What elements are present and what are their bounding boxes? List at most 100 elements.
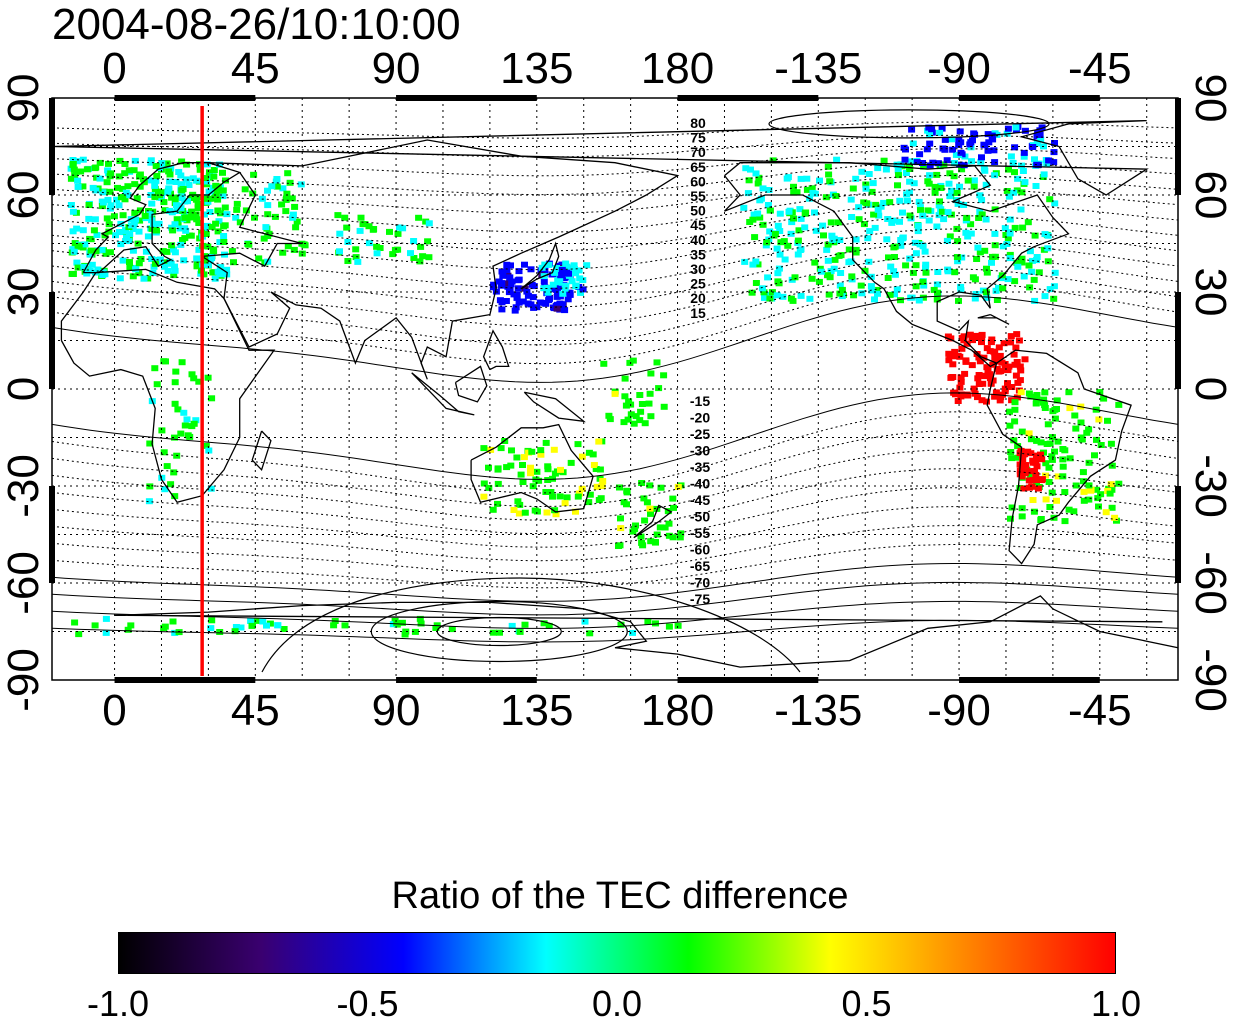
tec-cell bbox=[411, 628, 419, 635]
tec-cell bbox=[957, 374, 965, 381]
tec-cell bbox=[537, 451, 545, 458]
tec-cell bbox=[516, 501, 524, 508]
tec-cell bbox=[117, 194, 125, 201]
tec-cell bbox=[907, 158, 915, 165]
contour-label: -45 bbox=[690, 492, 710, 508]
tec-cell bbox=[1010, 437, 1018, 444]
tec-cell bbox=[764, 202, 772, 208]
tec-cell bbox=[867, 273, 875, 280]
tec-cell bbox=[92, 187, 100, 194]
tec-cell bbox=[527, 464, 534, 471]
tec-cell bbox=[912, 250, 920, 257]
tec-cell bbox=[944, 209, 952, 216]
tec-cell bbox=[1016, 471, 1024, 478]
coastline bbox=[470, 423, 594, 513]
contour-label: 35 bbox=[690, 246, 706, 262]
tec-cell bbox=[177, 205, 185, 212]
tec-cell bbox=[278, 201, 286, 208]
tec-cell bbox=[144, 233, 152, 240]
tec-cell bbox=[1037, 136, 1045, 143]
tec-cell bbox=[549, 493, 556, 500]
tec-cell bbox=[122, 228, 129, 235]
tec-cell bbox=[1005, 363, 1013, 370]
tec-cell bbox=[1080, 488, 1088, 495]
tec-cell bbox=[909, 269, 917, 276]
tec-cell bbox=[797, 175, 805, 182]
tec-cell bbox=[175, 169, 183, 175]
tec-cell bbox=[301, 242, 309, 249]
tec-cell bbox=[906, 212, 914, 219]
tec-cell bbox=[92, 164, 100, 171]
tec-cell bbox=[1013, 394, 1021, 401]
tec-cell bbox=[194, 200, 202, 207]
y-tick-label-right: -30 bbox=[1186, 454, 1235, 518]
colorbar-title: Ratio of the TEC difference bbox=[391, 875, 849, 917]
x-tick-label-bottom: 180 bbox=[640, 686, 715, 735]
tec-cell bbox=[115, 202, 123, 209]
tec-cell bbox=[74, 264, 82, 271]
tec-cell bbox=[105, 221, 113, 228]
tec-cell bbox=[220, 239, 228, 245]
tec-cell bbox=[599, 478, 607, 484]
tec-cell bbox=[242, 207, 250, 214]
tec-cell bbox=[1104, 417, 1111, 424]
tec-cell bbox=[489, 629, 497, 636]
coastline bbox=[482, 329, 510, 371]
tec-cell bbox=[934, 289, 941, 296]
tec-cell bbox=[1039, 399, 1047, 406]
tec-cell bbox=[181, 235, 189, 242]
tec-cell bbox=[935, 212, 943, 219]
contour-line bbox=[51, 563, 1179, 602]
tec-cell bbox=[774, 222, 782, 229]
tec-cell bbox=[944, 333, 952, 340]
tec-cell bbox=[975, 372, 983, 378]
tec-cell bbox=[168, 242, 176, 249]
tec-cell bbox=[195, 220, 203, 226]
coastline bbox=[633, 504, 673, 539]
tec-cell bbox=[521, 621, 529, 628]
tec-cell bbox=[187, 232, 195, 239]
contour-label: -70 bbox=[690, 575, 710, 591]
tec-cell bbox=[891, 243, 899, 250]
tec-cell bbox=[793, 189, 801, 196]
tec-cell bbox=[969, 137, 976, 144]
tec-cell bbox=[781, 256, 789, 263]
tec-cell bbox=[215, 187, 223, 194]
tec-cell bbox=[1038, 477, 1046, 484]
tec-cell bbox=[1033, 392, 1041, 398]
tec-cell bbox=[494, 500, 501, 507]
tec-cell bbox=[919, 160, 926, 166]
tec-cell bbox=[544, 466, 552, 473]
tec-cell bbox=[758, 285, 766, 292]
tec-cell bbox=[941, 146, 949, 153]
tec-cell bbox=[177, 430, 185, 437]
tec-cell bbox=[236, 219, 244, 226]
tec-cell bbox=[647, 370, 655, 377]
tec-cell bbox=[954, 258, 962, 265]
tec-cell bbox=[83, 166, 91, 173]
tec-cell bbox=[1018, 513, 1026, 520]
tec-cell bbox=[1018, 189, 1026, 196]
tec-cell bbox=[646, 505, 654, 512]
tec-cell bbox=[1017, 367, 1025, 374]
tec-cell bbox=[877, 203, 885, 210]
contour-line bbox=[51, 430, 1179, 508]
tec-cell bbox=[153, 172, 161, 179]
tec-cell bbox=[761, 294, 768, 301]
tec-cell bbox=[1080, 478, 1087, 485]
tec-cell bbox=[1020, 273, 1028, 280]
tec-cell bbox=[653, 359, 661, 366]
tec-cell bbox=[754, 210, 762, 217]
tec-cell bbox=[1107, 481, 1115, 488]
tec-cell bbox=[585, 449, 593, 456]
tec-cell bbox=[160, 449, 168, 456]
tec-cell bbox=[861, 267, 869, 274]
tec-cell bbox=[417, 243, 425, 250]
tec-cell bbox=[600, 360, 608, 367]
tec-cell bbox=[933, 223, 941, 230]
tec-cell bbox=[968, 158, 975, 165]
tec-cell bbox=[1004, 380, 1011, 387]
tec-cell bbox=[1027, 393, 1035, 400]
tec-cell bbox=[200, 211, 208, 218]
